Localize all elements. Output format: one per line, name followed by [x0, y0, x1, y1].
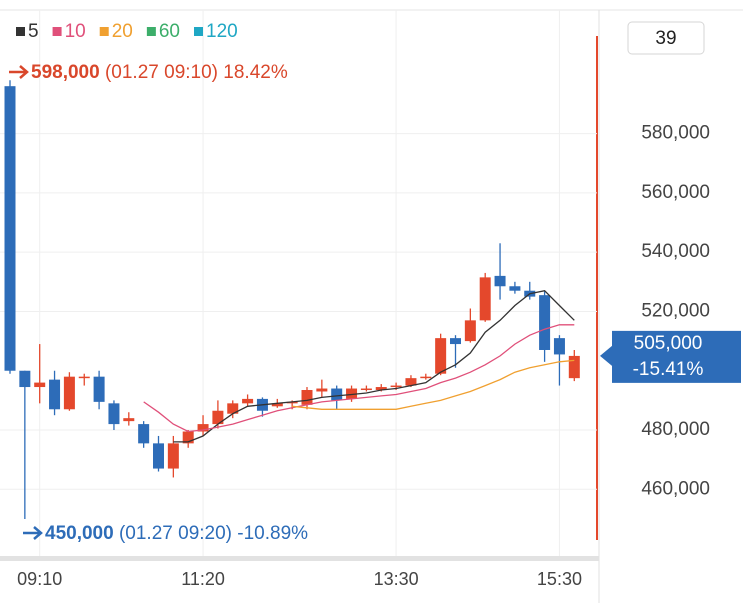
- candle-body: [405, 378, 417, 386]
- legend-label: 5: [28, 21, 39, 42]
- max-annotation: 598,000 (01.27 09:10) 18.42%: [31, 62, 288, 83]
- x-tick-label: 13:30: [374, 569, 419, 589]
- candle-body: [182, 431, 194, 444]
- y-tick-label: 520,000: [641, 300, 710, 321]
- min-price: 450,000: [45, 523, 114, 544]
- candle-body: [450, 338, 461, 345]
- candle-body: [49, 379, 61, 410]
- last-price-box: 505,000 -15.41%: [600, 330, 741, 383]
- plot: [4, 80, 580, 519]
- x-tick-label: 09:10: [17, 569, 62, 589]
- max-arrow: [19, 65, 29, 79]
- legend-label: 60: [159, 21, 180, 42]
- candle-body: [212, 410, 224, 425]
- legend-swatch: [52, 27, 62, 36]
- min-time: (01.27 09:20): [119, 523, 232, 544]
- y-tick-label: 580,000: [641, 123, 710, 144]
- legend-label: 20: [112, 21, 133, 42]
- badge: 39: [655, 28, 676, 49]
- x-tick-label: 15:30: [537, 569, 582, 589]
- candle-body: [494, 275, 506, 287]
- max-change: 18.42%: [223, 62, 288, 83]
- y-tick-label: 460,000: [641, 478, 710, 499]
- candle-body: [78, 376, 90, 379]
- legend-label: 120: [206, 21, 238, 42]
- candle-body: [346, 388, 358, 399]
- ma-line: [143, 324, 575, 433]
- candle-body: [435, 338, 447, 374]
- min-arrow: [33, 526, 43, 540]
- candle-body: [93, 376, 105, 402]
- candle-body: [316, 388, 328, 392]
- max-time: (01.27 09:10): [105, 62, 218, 83]
- candle-body: [539, 295, 551, 350]
- candle-body: [167, 443, 179, 469]
- candle-body: [420, 376, 432, 379]
- candle-body: [479, 277, 491, 321]
- x-tick-label: 11:20: [181, 569, 225, 589]
- candle-body: [464, 320, 476, 342]
- last-price: 505,000: [634, 333, 703, 354]
- legend: 5 10 20 60 120: [16, 21, 238, 42]
- candle-body: [509, 286, 521, 291]
- candle-body: [63, 376, 75, 410]
- candle-body: [123, 418, 135, 422]
- candle-body: [375, 387, 387, 391]
- y-tick-label: 540,000: [641, 241, 710, 262]
- candle-body: [197, 424, 209, 432]
- candle-body: [568, 355, 580, 379]
- candle-body: [271, 403, 283, 407]
- legend-swatch: [99, 27, 109, 36]
- candle-body: [301, 390, 313, 405]
- last-change: -15.41%: [633, 359, 704, 380]
- candle-body: [227, 403, 239, 414]
- candle-body: [108, 403, 120, 425]
- candle-body: [553, 338, 565, 355]
- candle-body: [331, 388, 343, 401]
- candle-body: [360, 388, 372, 391]
- legend-swatch: [194, 27, 203, 36]
- min-annotation: 450,000 (01.27 09:20) -10.89%: [45, 523, 308, 544]
- candle-body: [19, 370, 31, 388]
- legend-label: 10: [65, 21, 86, 42]
- legend-swatch: [146, 27, 156, 36]
- candle-body: [34, 382, 46, 388]
- candle-body: [138, 424, 150, 444]
- badge-box: [627, 21, 705, 55]
- y-tick-label: 480,000: [641, 419, 710, 440]
- candle-body: [4, 86, 16, 371]
- candle-body: [390, 385, 402, 388]
- last-price-shape: [600, 330, 741, 383]
- ma-line: [173, 289, 575, 443]
- candle-body: [286, 401, 298, 404]
- legend-swatch: [16, 27, 25, 36]
- max-price: 598,000: [31, 62, 100, 83]
- grid: [0, 10, 597, 556]
- ma-line: [292, 359, 575, 410]
- y-tick-label: 560,000: [641, 182, 710, 203]
- candle-body: [242, 398, 254, 404]
- candle-body: [153, 443, 164, 469]
- min-change: -10.89%: [237, 523, 308, 544]
- x-axis-band: [0, 556, 599, 561]
